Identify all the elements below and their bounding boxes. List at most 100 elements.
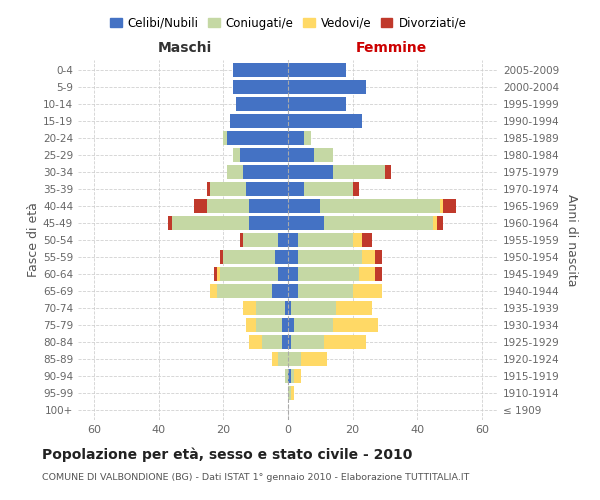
Bar	[323, 335, 365, 349]
Bar	[320, 199, 440, 213]
Bar	[214, 267, 217, 281]
Bar	[256, 318, 281, 332]
Bar	[236, 97, 288, 111]
Bar	[239, 148, 288, 162]
Bar	[440, 199, 443, 213]
Bar	[298, 250, 362, 264]
Legend: Celibi/Nubili, Coniugati/e, Vedovi/e, Divorziati/e: Celibi/Nubili, Coniugati/e, Vedovi/e, Di…	[105, 12, 471, 34]
Bar	[433, 216, 437, 230]
Bar	[333, 165, 385, 179]
Bar	[169, 216, 172, 230]
Bar	[227, 131, 288, 145]
Bar	[223, 250, 275, 264]
Bar	[249, 216, 288, 230]
Bar	[223, 131, 227, 145]
Bar	[353, 284, 382, 298]
Bar	[375, 267, 382, 281]
Bar	[278, 267, 288, 281]
Bar	[233, 80, 288, 94]
Text: Popolazione per età, sesso e stato civile - 2010: Popolazione per età, sesso e stato civil…	[42, 448, 412, 462]
Bar	[246, 318, 256, 332]
Bar	[256, 301, 285, 315]
Bar	[207, 199, 249, 213]
Bar	[288, 80, 365, 94]
Bar	[359, 267, 375, 281]
Bar	[288, 369, 291, 383]
Bar	[249, 199, 288, 213]
Bar	[262, 335, 281, 349]
Bar	[288, 165, 333, 179]
Bar	[337, 301, 372, 315]
Bar	[207, 182, 211, 196]
Bar	[314, 148, 333, 162]
Bar	[220, 267, 278, 281]
Bar	[304, 131, 311, 145]
Bar	[281, 318, 288, 332]
Text: COMUNE DI VALBONDIONE (BG) - Dati ISTAT 1° gennaio 2010 - Elaborazione TUTTITALI: COMUNE DI VALBONDIONE (BG) - Dati ISTAT …	[42, 472, 469, 482]
Bar	[304, 182, 353, 196]
Bar	[288, 267, 298, 281]
Bar	[288, 318, 295, 332]
Bar	[375, 250, 382, 264]
Bar	[301, 352, 327, 366]
Bar	[291, 369, 295, 383]
Bar	[288, 250, 298, 264]
Y-axis label: Anni di nascita: Anni di nascita	[565, 194, 578, 286]
Bar	[288, 131, 304, 145]
Bar	[291, 301, 337, 315]
Bar	[249, 335, 262, 349]
Bar	[298, 267, 359, 281]
Bar	[217, 267, 220, 281]
Bar	[288, 63, 346, 77]
Bar	[288, 335, 291, 349]
Bar	[288, 352, 301, 366]
Bar	[194, 199, 207, 213]
Bar	[288, 114, 362, 128]
Bar	[239, 233, 243, 247]
Bar	[437, 216, 443, 230]
Bar	[278, 352, 288, 366]
Bar	[230, 114, 288, 128]
Bar	[220, 250, 223, 264]
Bar	[217, 284, 272, 298]
Bar	[288, 97, 346, 111]
Text: Maschi: Maschi	[157, 40, 212, 54]
Bar	[272, 284, 288, 298]
Bar	[291, 386, 295, 400]
Bar	[275, 250, 288, 264]
Bar	[272, 352, 278, 366]
Bar	[288, 284, 298, 298]
Bar	[288, 216, 323, 230]
Bar	[385, 165, 391, 179]
Bar	[353, 233, 362, 247]
Bar	[443, 199, 456, 213]
Bar	[333, 318, 379, 332]
Bar	[288, 386, 291, 400]
Bar	[295, 318, 333, 332]
Bar	[288, 233, 298, 247]
Text: Femmine: Femmine	[356, 40, 427, 54]
Bar	[172, 216, 249, 230]
Bar	[211, 182, 246, 196]
Bar	[243, 233, 278, 247]
Bar	[353, 182, 359, 196]
Bar	[281, 335, 288, 349]
Bar	[285, 301, 288, 315]
Bar	[362, 233, 372, 247]
Bar	[278, 233, 288, 247]
Bar	[211, 284, 217, 298]
Bar	[295, 369, 301, 383]
Bar	[291, 335, 323, 349]
Bar	[243, 301, 256, 315]
Y-axis label: Fasce di età: Fasce di età	[27, 202, 40, 278]
Bar	[227, 165, 243, 179]
Bar	[323, 216, 433, 230]
Bar	[233, 148, 239, 162]
Bar	[288, 148, 314, 162]
Bar	[362, 250, 375, 264]
Bar	[298, 284, 353, 298]
Bar	[246, 182, 288, 196]
Bar	[288, 182, 304, 196]
Bar	[233, 63, 288, 77]
Bar	[298, 233, 353, 247]
